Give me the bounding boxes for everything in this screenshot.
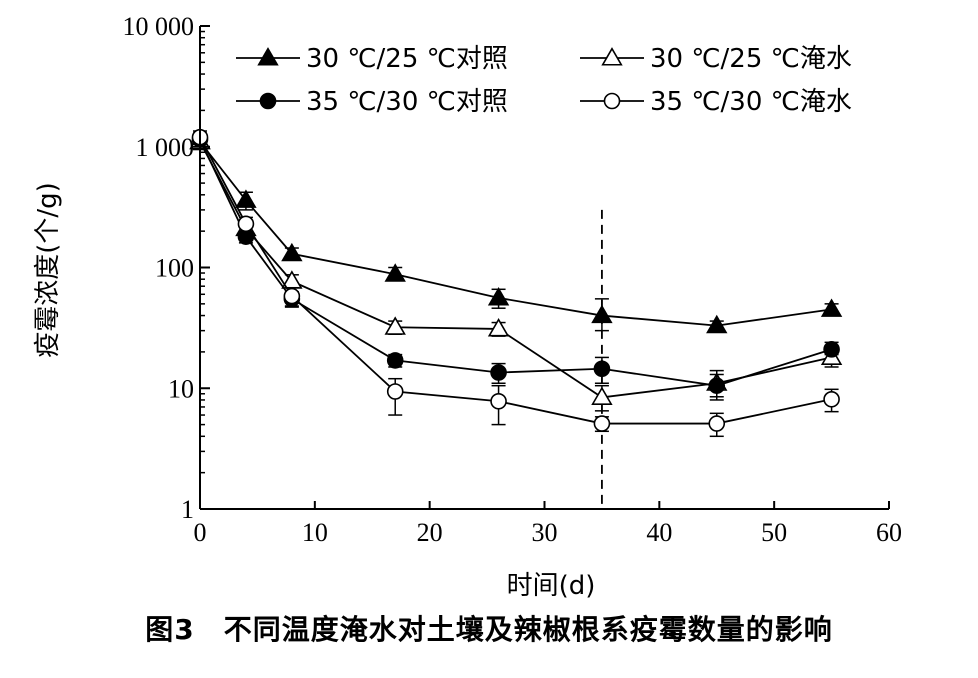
data-point: [591, 386, 613, 405]
legend-item-2: 30 ℃/25 ℃淹水: [580, 44, 852, 74]
series-2: [189, 130, 843, 412]
series-line: [199, 141, 832, 327]
legend-item-3: 35 ℃/30 ℃对照: [236, 87, 508, 117]
data-point: [490, 392, 507, 410]
x-tick-label: 50: [761, 518, 787, 547]
data-point: [708, 415, 726, 432]
data-point: [820, 298, 843, 317]
x-axis-title: 时间(d): [507, 571, 596, 601]
data-point: [823, 341, 840, 358]
series-line: [199, 136, 832, 425]
y-tick-label: 10: [168, 374, 194, 403]
x-tick-label: 40: [646, 518, 672, 547]
data-point: [708, 377, 726, 394]
data-point: [281, 242, 303, 262]
y-tick-label: 1 000: [136, 133, 195, 162]
legend-item-1: 30 ℃/25 ℃对照: [236, 44, 508, 74]
data-point: [593, 360, 611, 378]
legend-label: 35 ℃/30 ℃对照: [306, 87, 508, 117]
x-tick-label: 10: [302, 518, 328, 547]
y-axis-title: 疫霉浓度(个/g): [33, 182, 63, 358]
data-point: [487, 318, 510, 337]
data-point: [823, 391, 840, 408]
legend-marker: [603, 92, 621, 110]
series-4: [191, 128, 840, 438]
figure-caption: 图3 不同温度淹水对土壤及辣椒根系疫霉数量的影响: [145, 613, 833, 646]
data-point: [487, 287, 510, 306]
legend-item-4: 35 ℃/30 ℃淹水: [580, 87, 852, 117]
legend: 30 ℃/25 ℃对照 30 ℃/25 ℃淹水 35 ℃/30 ℃对照 35 ℃/30…: [236, 44, 852, 117]
data-point: [384, 263, 406, 282]
data-point: [384, 316, 406, 335]
data-point: [490, 364, 507, 381]
x-tick-label: 20: [417, 518, 443, 547]
legend-marker: [259, 92, 277, 110]
legend-label: 35 ℃/30 ℃淹水: [650, 87, 852, 117]
series-line: [199, 141, 832, 399]
x-tick-label: 0: [194, 518, 207, 547]
y-tick-label: 10 000: [123, 12, 195, 41]
data-point: [706, 314, 728, 334]
data-point: [593, 415, 611, 432]
data-point: [237, 215, 255, 233]
y-tick-label: 1: [181, 495, 194, 524]
series-line: [199, 139, 832, 387]
data-point: [591, 304, 613, 324]
axes: 0 10 20 30 40 50 60 1 10 100 1 000 10 000: [123, 12, 903, 547]
plot-area: [189, 128, 843, 509]
x-tick-label: 30: [532, 518, 558, 547]
series-3: [191, 131, 840, 401]
y-tick-label: 100: [155, 254, 194, 283]
x-tick-label: 60: [876, 518, 902, 547]
legend-marker: [601, 47, 623, 66]
data-point: [386, 383, 404, 400]
legend-label: 30 ℃/25 ℃淹水: [650, 44, 852, 74]
legend-label: 30 ℃/25 ℃对照: [306, 44, 508, 74]
data-point: [235, 189, 257, 208]
legend-marker: [257, 47, 279, 66]
data-point: [386, 352, 404, 369]
data-point: [283, 287, 301, 305]
